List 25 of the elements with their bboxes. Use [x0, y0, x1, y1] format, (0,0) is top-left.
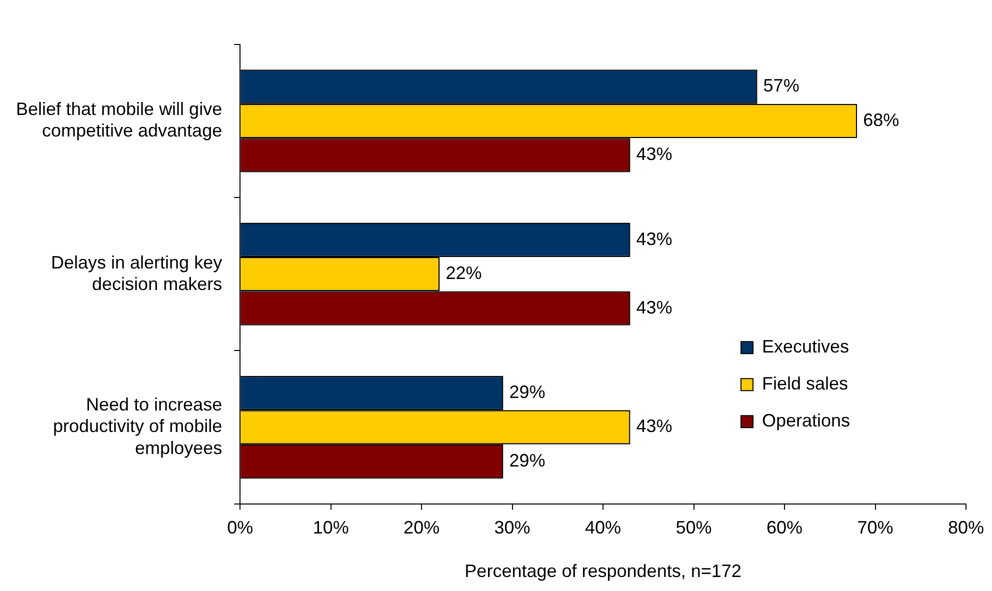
data-label: 29%	[509, 382, 546, 402]
x-tick-label: 0%	[227, 518, 254, 538]
legend-label: Field sales	[762, 374, 848, 394]
data-label: 29%	[509, 450, 546, 470]
x-tick-label: 10%	[312, 518, 349, 538]
data-label: 43%	[636, 416, 672, 436]
data-label: 43%	[636, 144, 672, 164]
x-axis-title: Percentage of respondents, n=172	[464, 561, 742, 582]
data-label: 22%	[446, 263, 482, 284]
x-tick-label: 60%	[766, 518, 803, 538]
legend-label: Executives	[762, 336, 850, 357]
x-tick-label: 30%	[494, 518, 530, 538]
data-label: 43%	[636, 228, 672, 249]
y-tick-label: Need to increase productivity of mobile employees	[53, 394, 222, 458]
x-tick-label: 50%	[676, 518, 712, 538]
x-tick-label: 20%	[404, 518, 440, 538]
y-tick-label: Belief that mobile will give competitive advantage	[16, 99, 222, 141]
x-tick-label: 80%	[948, 518, 984, 538]
legend-label: Operations	[762, 410, 850, 431]
data-label: 43%	[636, 297, 672, 318]
x-tick-label: 40%	[585, 518, 622, 538]
data-label: 57%	[763, 76, 800, 96]
data-label: 68%	[863, 110, 900, 130]
y-tick-label: Delays in alerting key decision makers	[51, 252, 222, 294]
x-tick-label: 70%	[857, 518, 894, 538]
